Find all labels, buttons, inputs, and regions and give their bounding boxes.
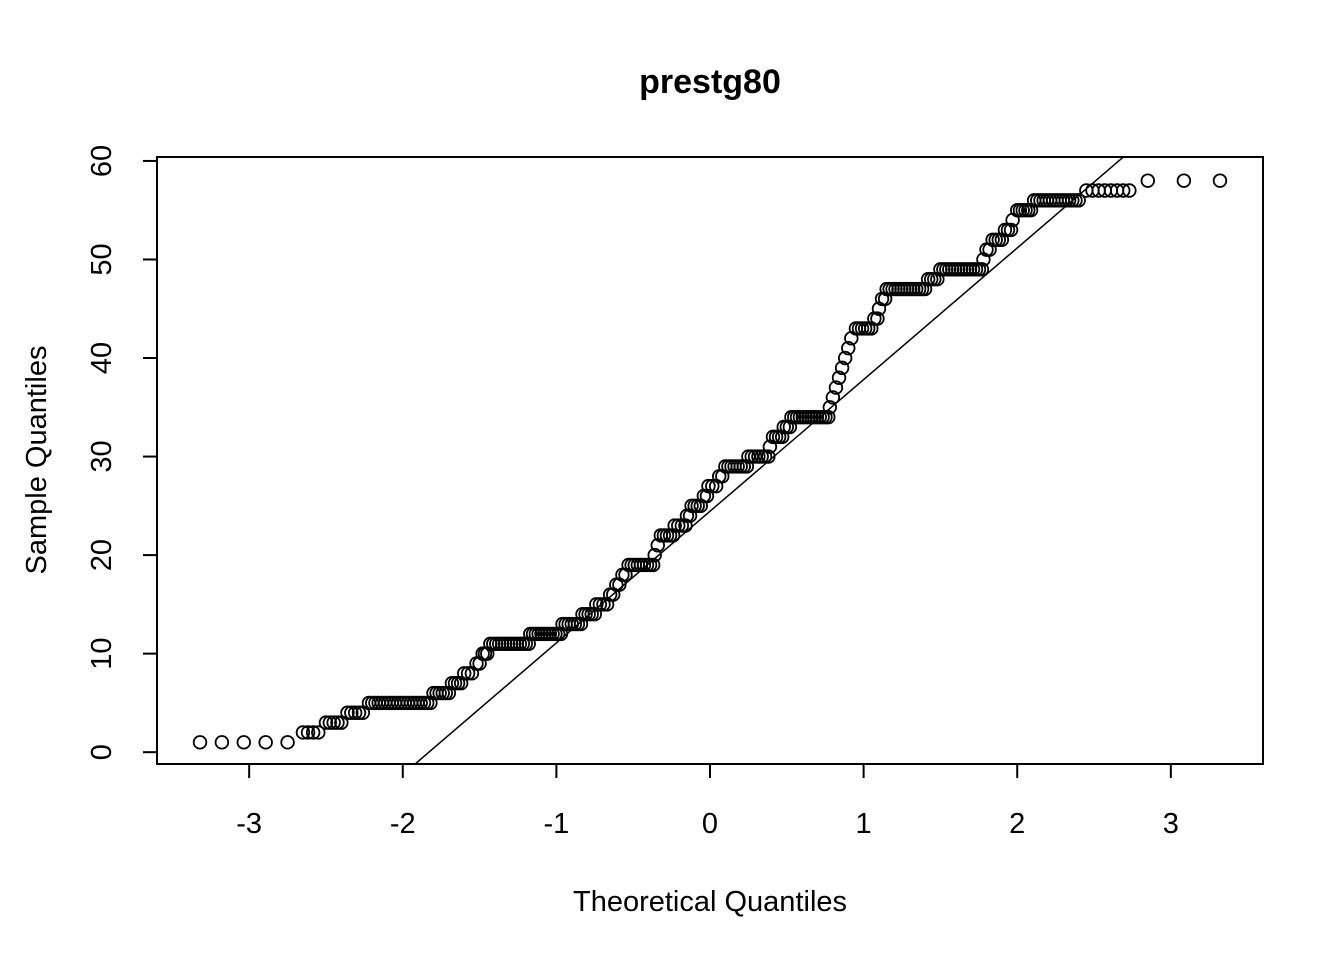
data-points	[192, 173, 1228, 750]
y-tick-label: 30	[86, 440, 118, 472]
data-point	[311, 725, 326, 740]
x-tick-label: 2	[1009, 808, 1025, 840]
data-point	[236, 735, 251, 750]
data-point	[841, 340, 856, 356]
y-tick-label: 10	[86, 638, 118, 670]
data-point	[645, 557, 661, 573]
data-point	[295, 725, 311, 740]
data-point	[822, 400, 838, 415]
y-tick-label: 40	[86, 342, 118, 374]
x-axis-label: Theoretical Quantiles	[573, 886, 847, 918]
data-point	[592, 597, 608, 612]
y-axis-label: Sample Quantiles	[21, 346, 53, 575]
plot-frame	[156, 156, 1264, 765]
data-point	[761, 449, 776, 464]
data-point	[460, 666, 476, 681]
x-tick-label: -3	[236, 808, 262, 840]
data-point	[258, 735, 273, 750]
data-point	[1140, 173, 1155, 188]
data-point	[340, 705, 355, 720]
data-point	[214, 735, 230, 750]
data-point	[1176, 173, 1192, 188]
data-point	[589, 597, 604, 612]
data-point	[318, 715, 334, 730]
data-point	[667, 518, 682, 533]
chart-title: prestg80	[639, 63, 781, 101]
data-point	[705, 478, 720, 494]
x-tick-label: 3	[1163, 808, 1179, 840]
data-point	[305, 725, 321, 740]
data-point	[596, 597, 611, 612]
data-point	[326, 715, 341, 730]
data-point	[453, 675, 469, 691]
data-point	[825, 390, 841, 405]
data-point	[351, 705, 367, 720]
x-axis: -3 -2 -1 0 1 2 3	[236, 763, 1179, 840]
y-tick-label: 20	[86, 539, 118, 571]
y-tick-label: 50	[86, 243, 118, 275]
data-point	[647, 547, 662, 563]
data-point	[701, 478, 716, 494]
data-point	[974, 262, 990, 277]
data-point	[1003, 222, 1019, 238]
x-tick-label: -1	[543, 808, 569, 840]
y-tick-label: 60	[86, 145, 118, 177]
y-axis: 0 10 20 30 40 50 60	[86, 145, 158, 760]
data-point	[322, 715, 338, 730]
data-point	[671, 518, 686, 533]
data-point	[280, 735, 295, 750]
data-point	[837, 350, 853, 366]
y-tick-label: 0	[86, 744, 118, 760]
data-point	[870, 311, 885, 326]
data-point	[1212, 173, 1228, 188]
data-point	[1071, 193, 1086, 208]
data-point	[834, 360, 850, 376]
data-point	[1116, 183, 1131, 198]
x-tick-label: 1	[856, 808, 872, 840]
data-point	[457, 666, 472, 681]
data-point	[831, 370, 847, 385]
data-point	[330, 715, 345, 730]
data-point	[347, 705, 363, 720]
x-tick-label: 0	[702, 808, 718, 840]
data-point	[344, 705, 359, 720]
data-point	[821, 409, 836, 425]
x-tick-label: -2	[390, 808, 416, 840]
data-point	[1122, 183, 1137, 198]
data-point	[300, 725, 316, 740]
data-point	[828, 380, 844, 395]
data-point	[192, 735, 208, 750]
